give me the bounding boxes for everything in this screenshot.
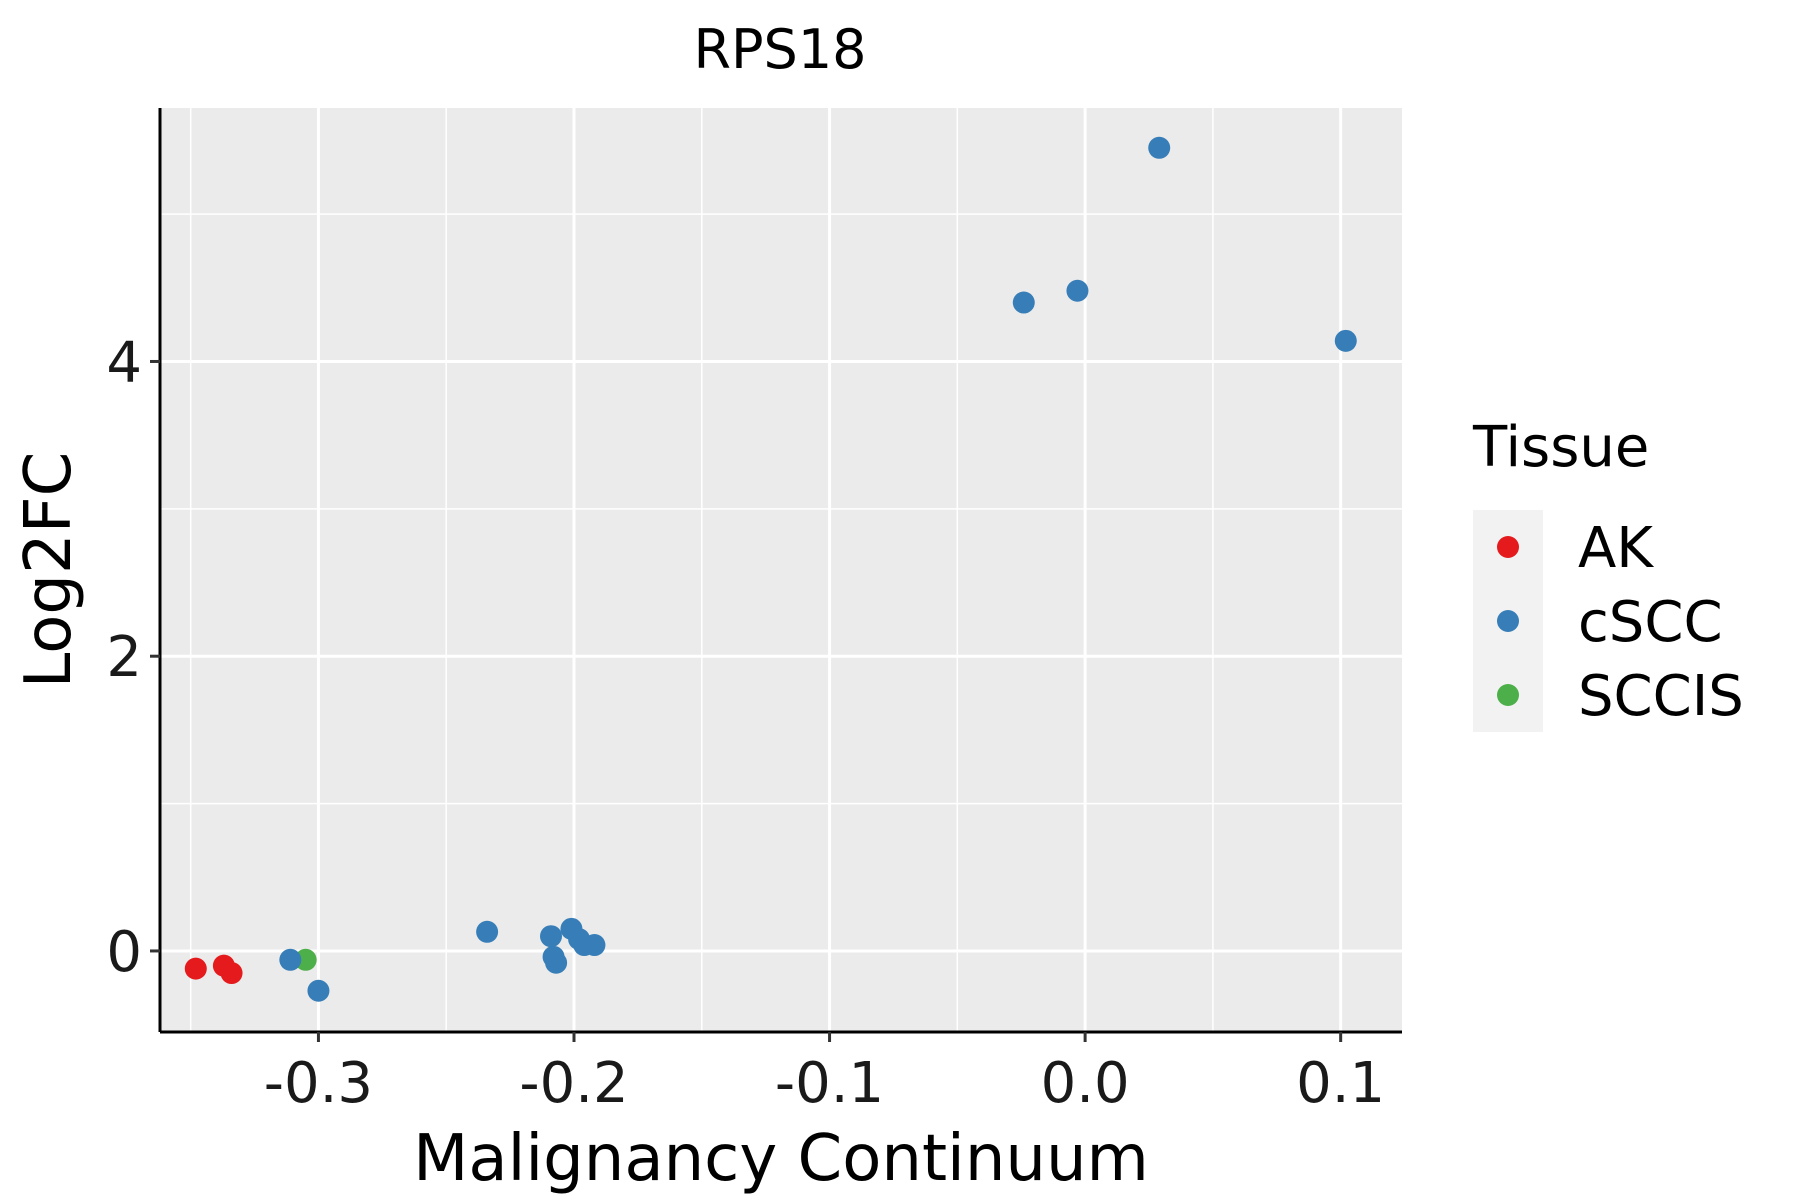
x-tick-label: -0.2 <box>519 1051 628 1116</box>
y-axis-title: Log2FC <box>12 452 86 689</box>
legend-entries: AK cSCC SCCIS <box>1497 516 1744 729</box>
point-cscc-0 <box>279 948 302 971</box>
legend-label-sccis: SCCIS <box>1578 664 1744 729</box>
legend-label-cscc: cSCC <box>1578 590 1723 655</box>
legend-label-ak: AK <box>1578 516 1654 581</box>
point-cscc-12 <box>1148 136 1171 159</box>
legend-swatch-sccis <box>1497 684 1519 706</box>
plot-panel <box>160 108 1402 1032</box>
x-axis-title: Malignancy Continuum <box>413 1122 1149 1196</box>
point-ak-2 <box>220 962 243 985</box>
chart-title: RPS18 <box>693 18 866 81</box>
point-cscc-1 <box>307 979 330 1002</box>
point-cscc-11 <box>1066 279 1089 302</box>
minor-gridlines <box>160 108 1402 1032</box>
legend-title: Tissue <box>1472 415 1649 480</box>
point-ak-0 <box>184 957 207 980</box>
y-tick-label: 0 <box>106 920 142 985</box>
y-tick-label: 2 <box>106 625 142 690</box>
point-sccis-0 <box>294 948 317 971</box>
legend-swatch-cscc <box>1497 610 1519 632</box>
point-cscc-13 <box>1334 329 1357 352</box>
x-axis-ticks: -0.3 -0.2 -0.1 0.0 0.1 <box>264 1032 1385 1116</box>
data-points <box>184 136 1357 1002</box>
major-gridlines <box>160 108 1402 1032</box>
y-axis-ticks: 0 2 4 <box>106 330 160 985</box>
x-tick-label: -0.1 <box>775 1051 884 1116</box>
legend-swatch-ak <box>1497 536 1519 558</box>
point-cscc-10 <box>1012 291 1035 314</box>
point-cscc-3 <box>540 925 562 948</box>
point-cscc-5 <box>545 951 568 974</box>
y-tick-label: 4 <box>106 330 142 395</box>
point-cscc-9 <box>583 934 606 957</box>
x-tick-label: -0.3 <box>264 1051 373 1116</box>
x-tick-label: 0.1 <box>1296 1051 1385 1116</box>
point-cscc-2 <box>476 920 499 943</box>
x-tick-label: 0.0 <box>1041 1051 1130 1116</box>
legend: Tissue AK cSCC SCCIS <box>1472 415 1744 732</box>
